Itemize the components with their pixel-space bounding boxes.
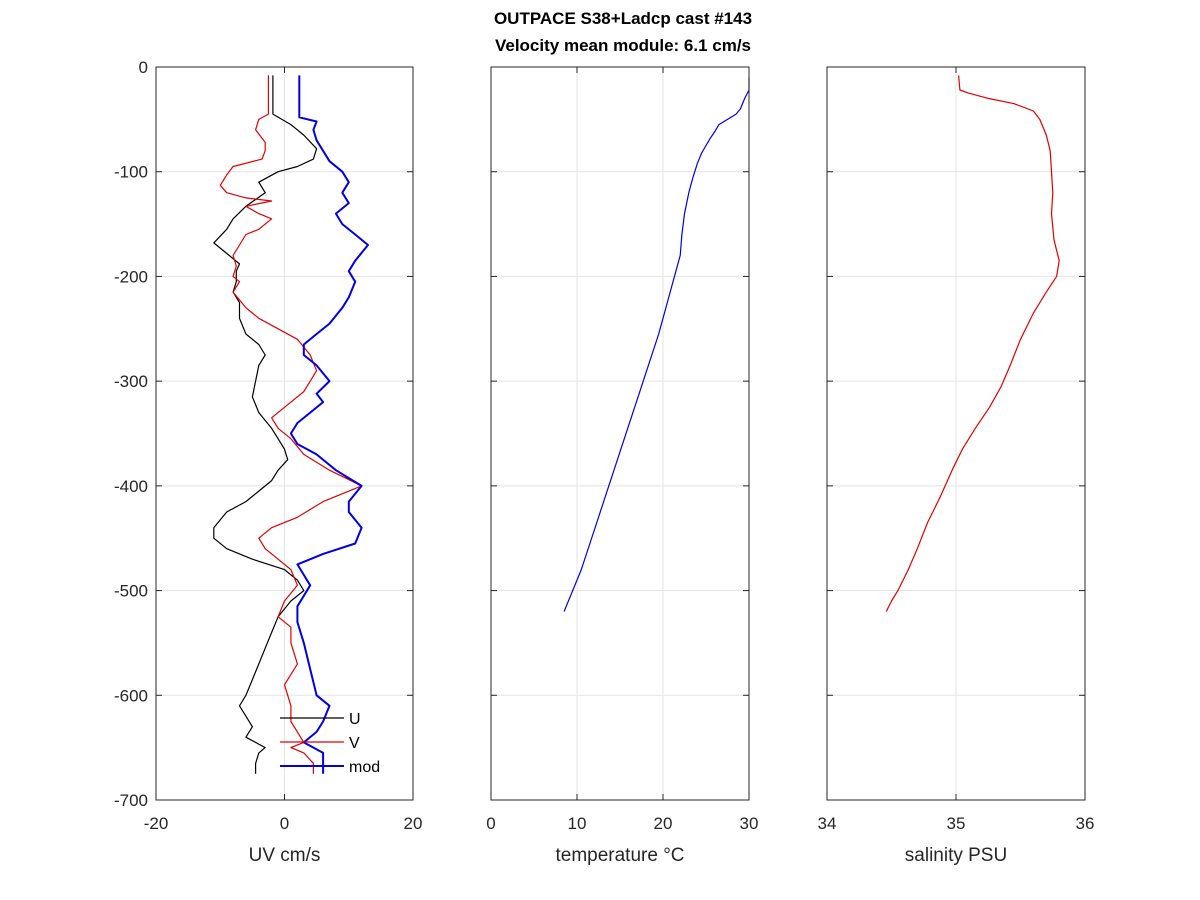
x-tick-label: 34 <box>818 814 837 833</box>
x-tick-label: 20 <box>404 814 423 833</box>
y-tick-label: -200 <box>114 267 148 286</box>
series-line-v <box>219 75 363 774</box>
y-tick-label: -700 <box>114 791 148 810</box>
axes-box <box>490 66 750 801</box>
x-axis-label: temperature °C <box>555 845 684 866</box>
figure-title-line-2: Velocity mean module: 6.1 cm/s <box>495 36 751 55</box>
x-tick-label: 35 <box>947 814 966 833</box>
x-axis-label: UV cm/s <box>249 845 321 866</box>
x-axis-label: salinity PSU <box>905 845 1007 866</box>
y-tick-label: -400 <box>114 477 148 496</box>
y-tick-label: -600 <box>114 686 148 705</box>
series-line-u <box>213 75 318 774</box>
y-tick-label: -100 <box>114 163 148 182</box>
y-tick-label: -500 <box>114 582 148 601</box>
figure-title-line-1: OUTPACE S38+Ladcp cast #143 <box>494 9 752 28</box>
x-tick-label: 10 <box>568 814 587 833</box>
x-tick-label: 36 <box>1076 814 1095 833</box>
series-line-profile <box>885 75 1060 612</box>
y-tick-label: -300 <box>114 372 148 391</box>
x-tick-label: 0 <box>486 814 495 833</box>
series-line-profile <box>563 77 750 612</box>
panel-2: 0 10 20 30 temperature °C <box>486 66 759 866</box>
plot-area <box>491 67 749 800</box>
series-line-mod <box>289 75 369 774</box>
x-tick-label: 0 <box>280 814 289 833</box>
legend-label-v: V <box>349 735 360 752</box>
x-tick-label: 20 <box>654 814 673 833</box>
x-tick-label: 30 <box>740 814 759 833</box>
legend-label-u: U <box>349 711 361 728</box>
x-tick-label: -20 <box>144 814 169 833</box>
legend-label-mod: mod <box>349 759 380 776</box>
y-tick-label: 0 <box>139 58 148 77</box>
panel-3: 34 35 36 salinity PSU <box>818 66 1095 866</box>
